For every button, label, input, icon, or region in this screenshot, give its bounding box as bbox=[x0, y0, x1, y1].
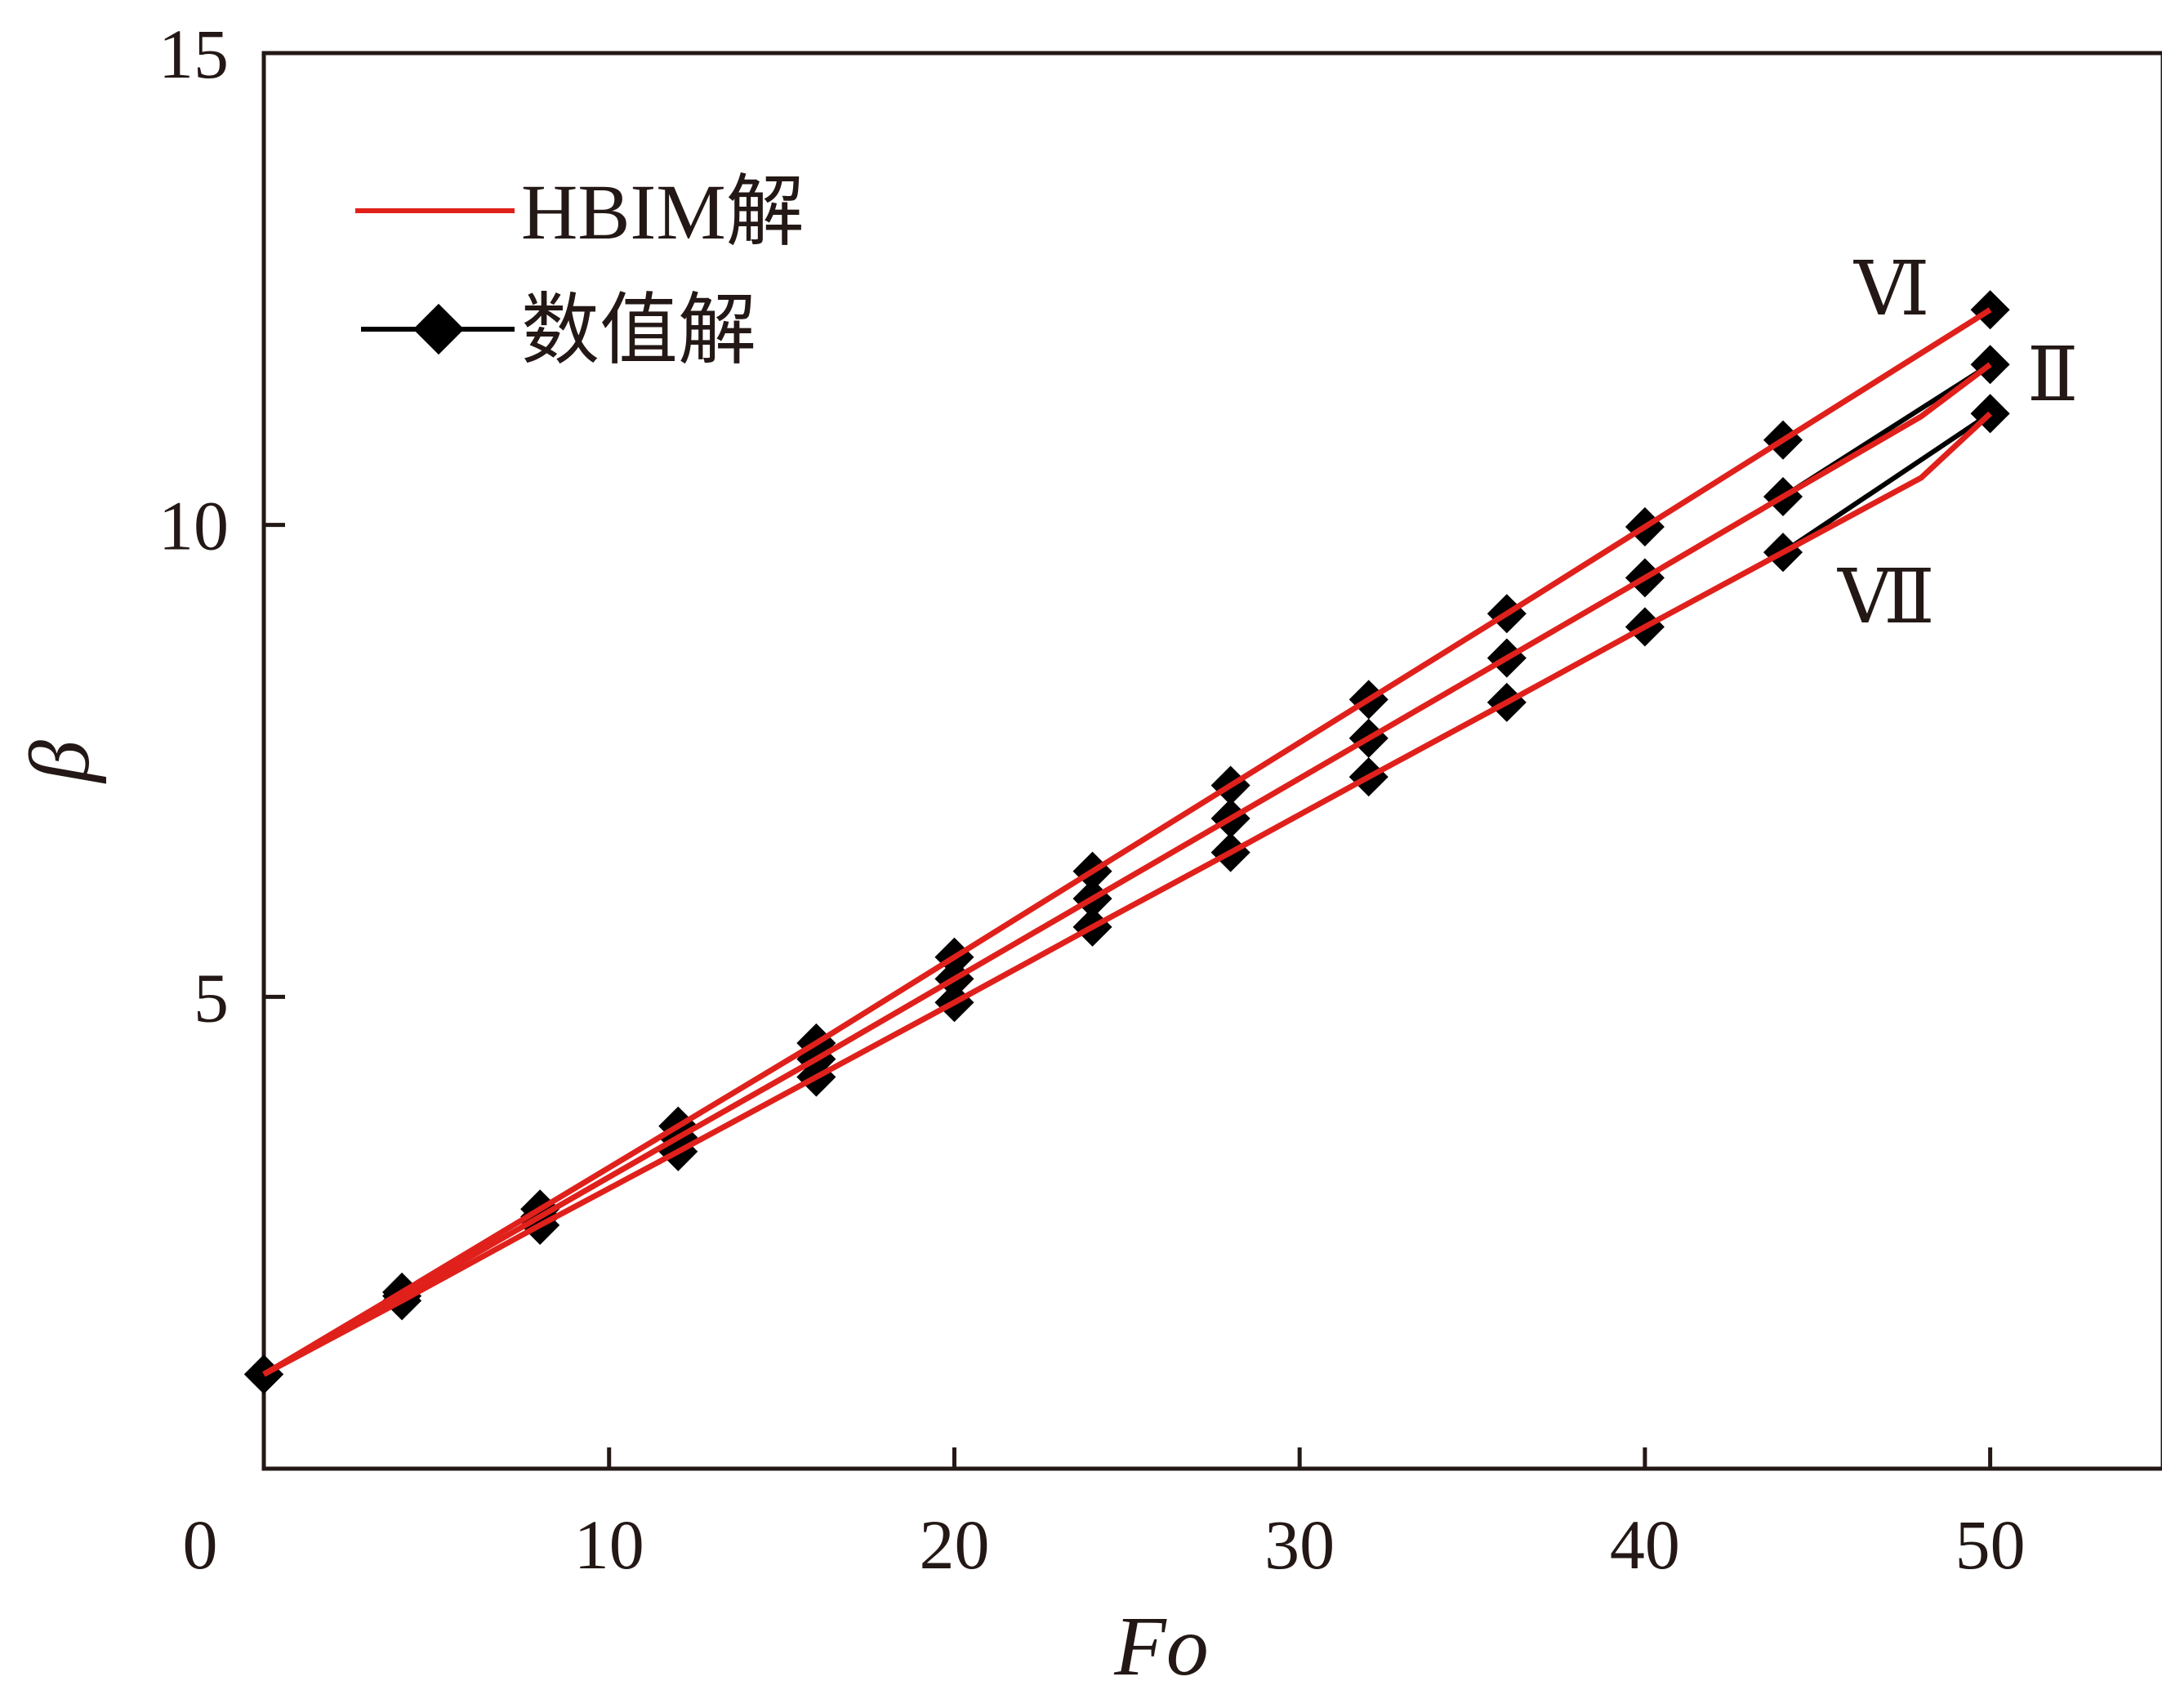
axis-ticks bbox=[264, 51, 1993, 1469]
tick-labels: 0 10 20 30 40 50 5 10 15 bbox=[158, 15, 2026, 1584]
y-axis-title: β bbox=[13, 740, 107, 784]
x-tick-label: 0 bbox=[183, 1505, 218, 1584]
legend-numerical-marker bbox=[412, 303, 465, 355]
x-tick-label: 40 bbox=[1610, 1505, 1680, 1584]
numerical-series-line bbox=[262, 411, 1992, 1377]
y-tick-label: 5 bbox=[194, 958, 229, 1037]
y-tick-label: 15 bbox=[158, 15, 229, 93]
legend-numerical-label: 数值解 bbox=[521, 287, 756, 374]
curve-labels: Ⅵ Ⅱ Ⅶ bbox=[1837, 248, 2079, 639]
legend-hbim-label: HBIM解 bbox=[521, 168, 805, 256]
curve-label: Ⅱ bbox=[2027, 333, 2079, 417]
curve-label: Ⅶ bbox=[1837, 555, 1935, 639]
legend: HBIM解 数值解 bbox=[355, 168, 805, 374]
plot-frame bbox=[261, 51, 2162, 1471]
hbim-series-line bbox=[262, 411, 1993, 1377]
hbim-series-line bbox=[262, 307, 1992, 1377]
x-tick-label: 50 bbox=[1955, 1505, 2026, 1584]
x-tick-label: 30 bbox=[1264, 1505, 1335, 1584]
hbim-series-line bbox=[262, 362, 1992, 1377]
x-tick-label: 20 bbox=[919, 1505, 989, 1584]
x-axis-title: Fo bbox=[1113, 1599, 1209, 1693]
curve-label: Ⅵ bbox=[1853, 248, 1930, 331]
y-tick-label: 10 bbox=[158, 487, 229, 565]
curves bbox=[243, 290, 2010, 1394]
x-tick-label: 10 bbox=[574, 1505, 644, 1584]
